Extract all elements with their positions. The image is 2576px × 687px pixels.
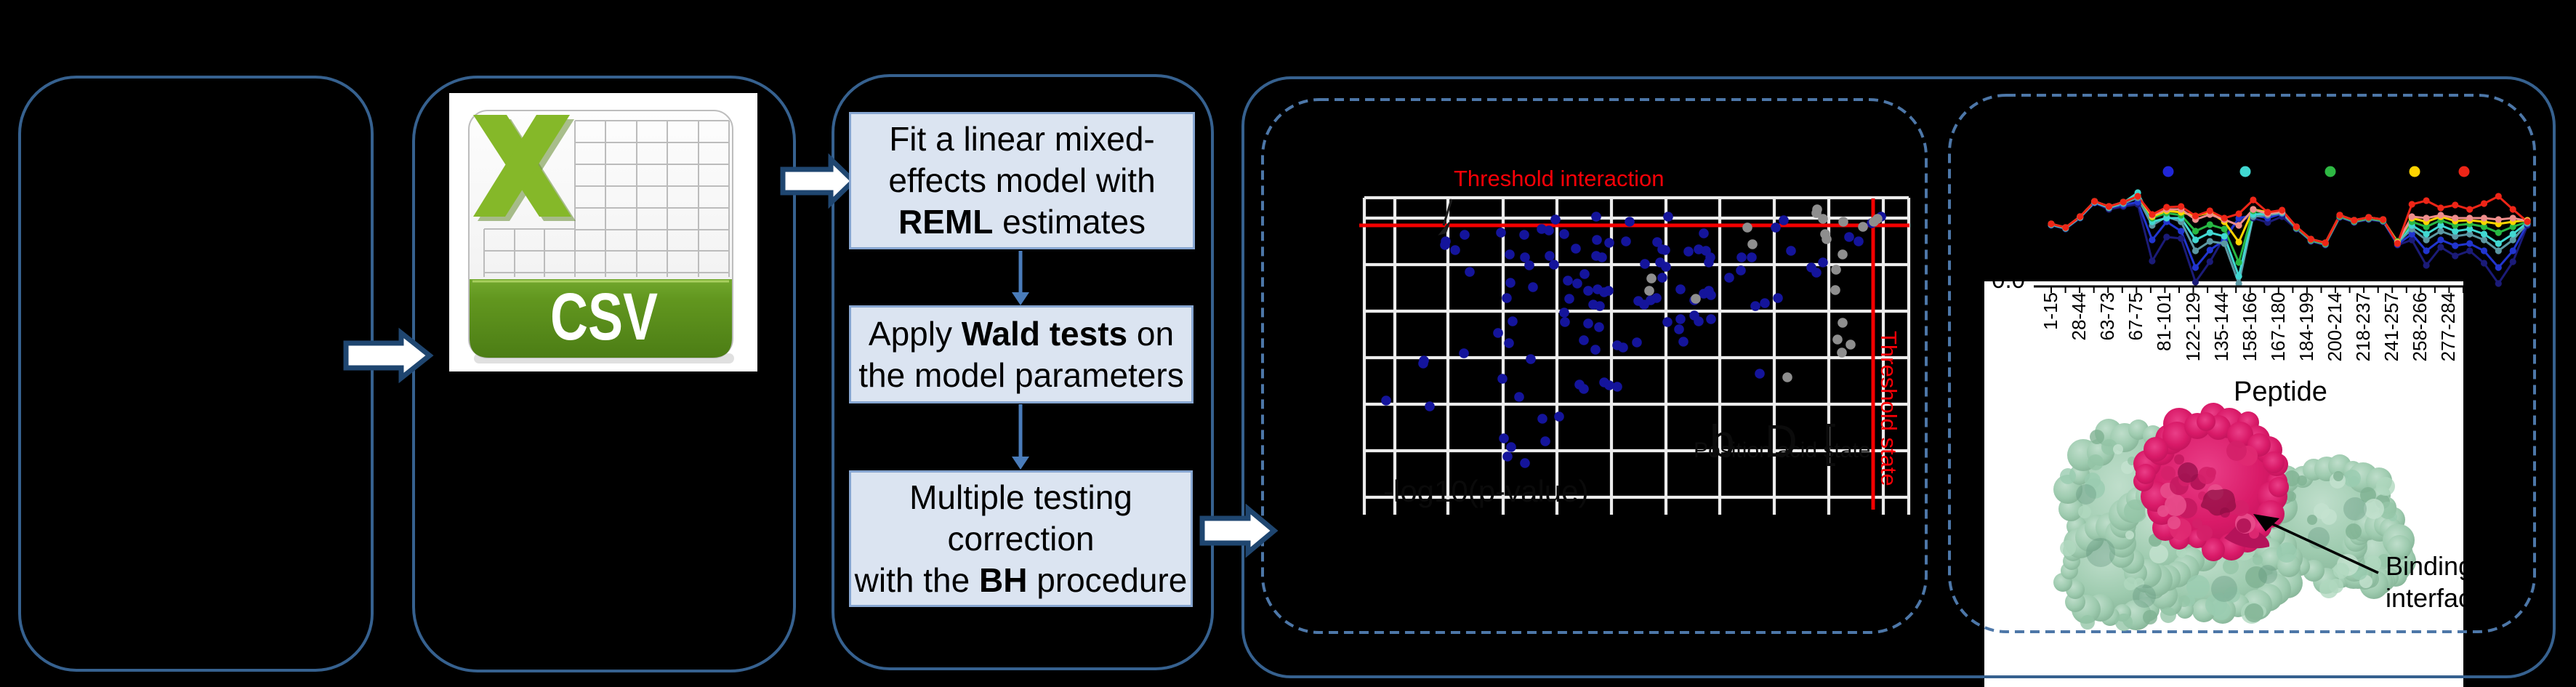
svg-text:Position acid state: Position acid state — [1694, 438, 1870, 462]
svg-text:[: [ — [1823, 417, 1835, 467]
svg-text:b: b — [1710, 417, 1734, 467]
svg-text:D: D — [1765, 417, 1798, 467]
svg-text:-log10(p-value): -log10(p-value) — [1383, 474, 1588, 508]
svg-text:CSV: CSV — [550, 280, 658, 354]
